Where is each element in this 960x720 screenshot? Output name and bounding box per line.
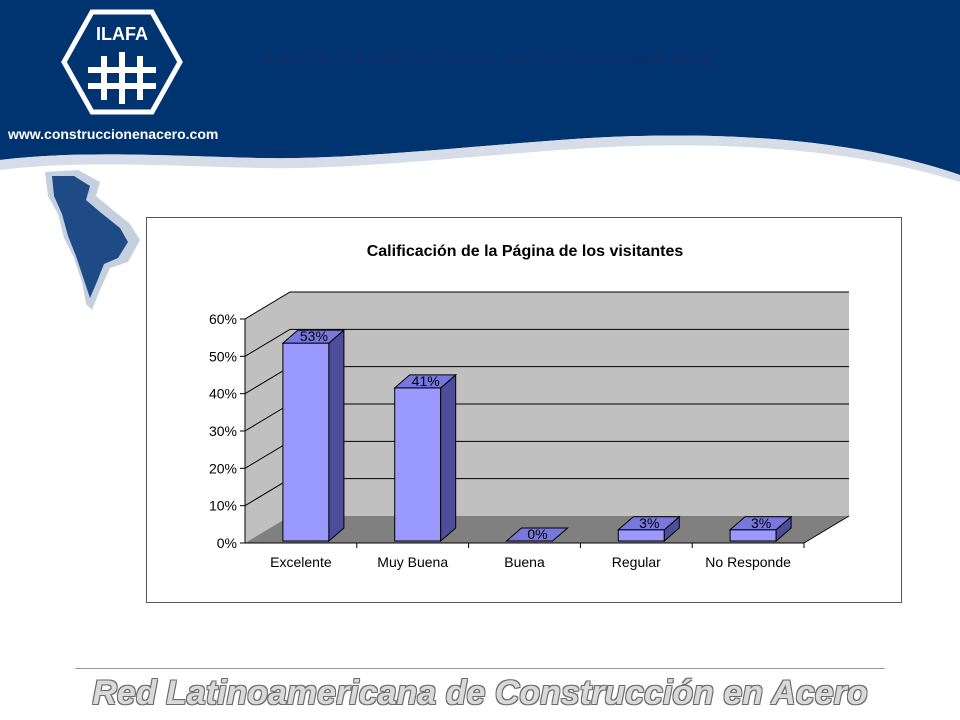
y-tick-label: 50% [209, 348, 237, 364]
data-label: 41% [412, 373, 440, 389]
bar-chart: Calificación de la Página de los visitan… [209, 243, 850, 570]
bar-top [281, 329, 346, 344]
x-tick-label: Buena [504, 554, 545, 570]
bar-top [616, 516, 681, 531]
chart-container: Calificación de la Página de los visitan… [146, 217, 902, 603]
gridline [244, 328, 849, 357]
bar-side [328, 329, 345, 543]
y-tick-label: 10% [209, 498, 237, 514]
x-tick-label: Regular [612, 554, 661, 570]
x-tick-label: Muy Buena [377, 554, 448, 570]
data-label: 3% [639, 515, 659, 531]
bar [394, 387, 442, 542]
y-tick-label: 0% [217, 535, 237, 551]
data-label: 3% [751, 515, 771, 531]
x-tick-label: No Responde [705, 554, 791, 570]
continent-map-inner [52, 176, 128, 298]
data-label: 0% [527, 526, 547, 542]
y-tick-label: 40% [209, 386, 237, 402]
header-wave [0, 135, 960, 182]
footer-divider [75, 668, 885, 669]
x-tick-label: Excelente [270, 554, 332, 570]
y-tick-label: 20% [209, 460, 237, 476]
bar [729, 529, 777, 542]
chart-title: Calificación de la Página de los visitan… [367, 243, 684, 260]
data-label: 53% [300, 328, 328, 344]
y-tick-label: 30% [209, 423, 237, 439]
ilafa-logo-icon: ILAFA [61, 9, 183, 115]
bar-top [393, 374, 458, 389]
website-link[interactable]: www.construccionenacero.com [8, 126, 219, 142]
header-banner [0, 0, 960, 175]
bar-side [440, 373, 457, 543]
floor-edge [803, 515, 850, 544]
page-title: ANÁLISIS A ENCUESTA DE VISITAS A PAGINA … [262, 50, 714, 70]
gridline [244, 291, 849, 320]
logo-text: ILAFA [96, 24, 148, 44]
bar [282, 342, 330, 542]
bar-top [505, 527, 569, 542]
bar [617, 529, 665, 542]
y-tick-label: 60% [209, 311, 237, 327]
bar-top [728, 516, 793, 531]
footer-text: Red Latinoamericana de Construcción en A… [92, 674, 868, 712]
